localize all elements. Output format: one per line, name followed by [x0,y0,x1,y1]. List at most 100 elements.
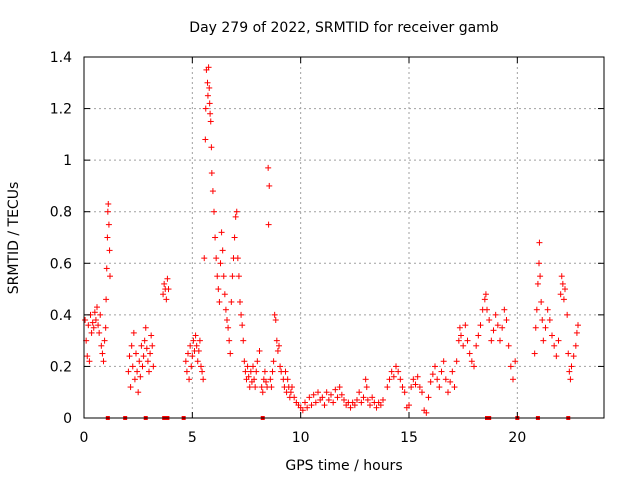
y-tick-label: 1.4 [50,50,72,66]
data-point [388,368,395,375]
data-point [274,347,281,354]
data-point [321,402,328,409]
data-point [251,376,258,383]
data-point [445,389,451,396]
data-point [304,404,311,411]
data-point [384,384,391,391]
data-point [565,350,572,357]
data-point [553,353,560,360]
data-point [97,311,104,318]
data-point [399,384,406,391]
data-point [570,353,577,360]
data-point [282,368,289,375]
data-point [240,337,247,344]
data-point [148,332,155,339]
data-point [466,350,473,357]
data-point [531,350,538,357]
data-point [222,306,229,313]
data-point [241,358,248,365]
data-point [330,399,337,406]
data-point [559,280,566,287]
data-point [205,64,212,71]
y-tick-label: 1.2 [50,102,72,118]
data-point [566,368,573,375]
data-point [143,345,150,352]
data-point [532,324,539,331]
data-point [232,213,239,220]
data-point [128,342,135,349]
y-tick-label: 0.2 [50,359,72,375]
data-point [490,327,497,334]
data-point [266,182,273,189]
data-point [208,144,215,151]
data-point [226,337,233,344]
data-point [436,384,443,391]
data-point [432,363,438,370]
data-point [471,363,477,370]
data-point [573,329,580,336]
data-point [253,368,260,375]
data-points [82,64,581,420]
data-point [199,368,206,375]
data-point [475,332,482,339]
data-point [505,342,512,349]
data-point [91,309,98,316]
data-point [206,84,213,91]
data-point [268,384,275,391]
data-point [390,373,397,380]
data-point [265,164,272,171]
x-axis-label: GPS time / hours [285,458,402,474]
data-point [238,311,245,318]
data-point [549,332,555,339]
data-point [231,234,238,241]
data-point [102,324,109,331]
data-point [429,371,436,378]
data-point [492,311,499,318]
data-point [139,363,146,370]
data-point [259,389,266,396]
data-point [186,376,193,383]
data-point [265,221,272,228]
data-point [228,298,235,305]
data-point [406,402,412,409]
data-point [202,105,209,112]
data-point [254,358,261,365]
data-point [299,407,306,414]
data-point [196,337,203,344]
data-point [192,332,199,339]
data-point [256,347,263,354]
data-point [562,286,568,293]
data-point [356,389,363,396]
data-point [187,342,194,349]
data-point [354,396,360,403]
data-point [363,384,370,391]
data-point [456,324,463,331]
data-point [271,311,278,318]
data-point [246,384,253,391]
data-point [284,376,291,383]
data-point [89,319,96,326]
data-point [160,291,167,298]
data-point [165,286,172,293]
data-point [512,358,519,365]
data-point [216,298,223,305]
data-point [310,391,317,398]
data-point [99,350,106,357]
data-point [473,342,480,349]
data-point [276,342,282,349]
data-point [536,239,543,246]
data-point [225,324,232,331]
data-point [194,358,201,365]
data-point [183,368,190,375]
data-point [227,350,234,357]
data-point [270,358,277,365]
data-point [207,118,214,125]
data-point [212,234,219,241]
data-point [103,296,110,303]
data-point [408,384,415,391]
data-point [386,376,393,383]
data-point [133,350,139,357]
data-point [291,394,298,401]
data-point [287,389,294,396]
